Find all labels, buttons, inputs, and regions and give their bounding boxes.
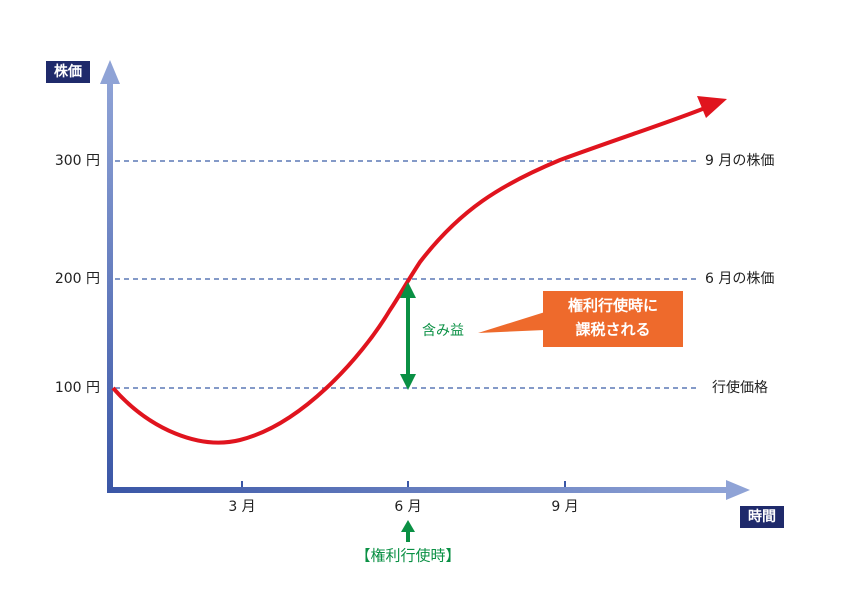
y-axis [107,80,113,492]
line-label: 9 月の株価 [705,153,774,169]
x-label: 3 月 [228,499,255,515]
x-label: 6 月 [394,499,421,515]
x-axis-label: 時間 [748,508,776,525]
y-label: 100 円 [55,380,100,396]
y-label: 200 円 [55,271,100,287]
callout-text: 課税される [575,321,650,339]
gain-arrow-head [400,282,416,298]
gain-arrow-head [400,374,416,390]
y-axis-arrow [100,60,120,84]
y-title-box [46,61,90,83]
y-axis-label: 株価 [54,63,82,80]
x-axis [107,487,732,493]
line-label: 6 月の株価 [705,271,774,287]
y-label: 300 円 [55,153,100,169]
price-curve [111,106,706,445]
x-title-box [740,506,784,528]
line-label: 行使価格 [712,379,768,396]
exercise-arrow-head [401,520,415,532]
x-label: 9 月 [551,499,578,515]
gain-label: 含み益 [422,323,464,339]
exercise-label: 【権利行使時】 [355,547,460,565]
callout-text: 権利行使時に [568,297,658,315]
curve-arrow [697,96,727,118]
callout-box [543,291,683,347]
callout-pointer [478,312,545,333]
x-axis-arrow [726,480,750,500]
